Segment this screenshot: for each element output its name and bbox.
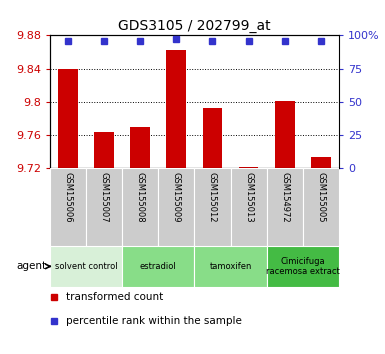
Bar — [166, 50, 186, 168]
Text: GSM155005: GSM155005 — [316, 172, 325, 223]
Text: GSM155006: GSM155006 — [64, 172, 73, 223]
Text: percentile rank within the sample: percentile rank within the sample — [66, 316, 242, 326]
Text: Cimicifuga
racemosa extract: Cimicifuga racemosa extract — [266, 257, 340, 276]
Text: GSM155007: GSM155007 — [100, 172, 109, 223]
Bar — [122, 168, 158, 246]
Title: GDS3105 / 202799_at: GDS3105 / 202799_at — [118, 19, 271, 33]
Bar — [275, 101, 295, 168]
Bar — [50, 168, 86, 246]
Text: GSM155009: GSM155009 — [172, 172, 181, 223]
Text: GSM154972: GSM154972 — [280, 172, 289, 223]
Text: GSM155008: GSM155008 — [136, 172, 145, 223]
Text: GSM155012: GSM155012 — [208, 172, 217, 223]
Bar — [158, 168, 194, 246]
Text: agent: agent — [16, 261, 47, 272]
Bar — [239, 167, 258, 168]
Text: estradiol: estradiol — [140, 262, 177, 271]
Bar — [266, 246, 339, 287]
Bar — [194, 168, 231, 246]
Bar — [203, 108, 223, 168]
Bar — [311, 158, 331, 168]
Bar — [266, 168, 303, 246]
Bar — [122, 246, 194, 287]
Bar — [131, 127, 150, 168]
Bar — [303, 168, 339, 246]
Text: solvent control: solvent control — [55, 262, 117, 271]
Bar — [86, 168, 122, 246]
Bar — [194, 246, 266, 287]
Text: tamoxifen: tamoxifen — [209, 262, 252, 271]
Bar — [50, 246, 122, 287]
Bar — [58, 69, 78, 168]
Text: transformed count: transformed count — [66, 292, 163, 302]
Text: GSM155013: GSM155013 — [244, 172, 253, 223]
Bar — [231, 168, 266, 246]
Bar — [94, 132, 114, 168]
